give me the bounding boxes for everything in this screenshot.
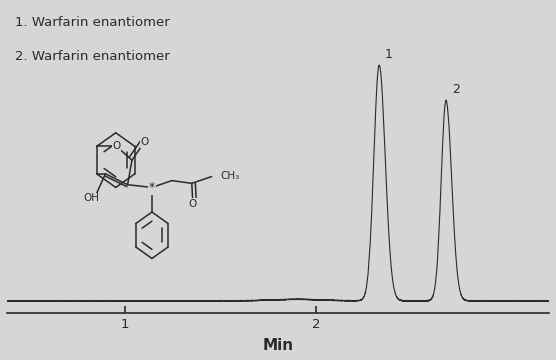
Text: 1. Warfarin enantiomer: 1. Warfarin enantiomer <box>15 16 170 29</box>
Text: 2. Warfarin enantiomer: 2. Warfarin enantiomer <box>15 50 170 63</box>
Text: 1: 1 <box>385 48 393 61</box>
Text: CH₃: CH₃ <box>221 171 240 181</box>
X-axis label: Min: Min <box>262 338 294 353</box>
Text: O: O <box>140 137 148 147</box>
Text: O: O <box>189 199 197 209</box>
Text: 2: 2 <box>451 84 460 96</box>
Text: *: * <box>149 181 155 194</box>
Text: O: O <box>112 141 121 152</box>
Text: OH: OH <box>83 193 99 203</box>
